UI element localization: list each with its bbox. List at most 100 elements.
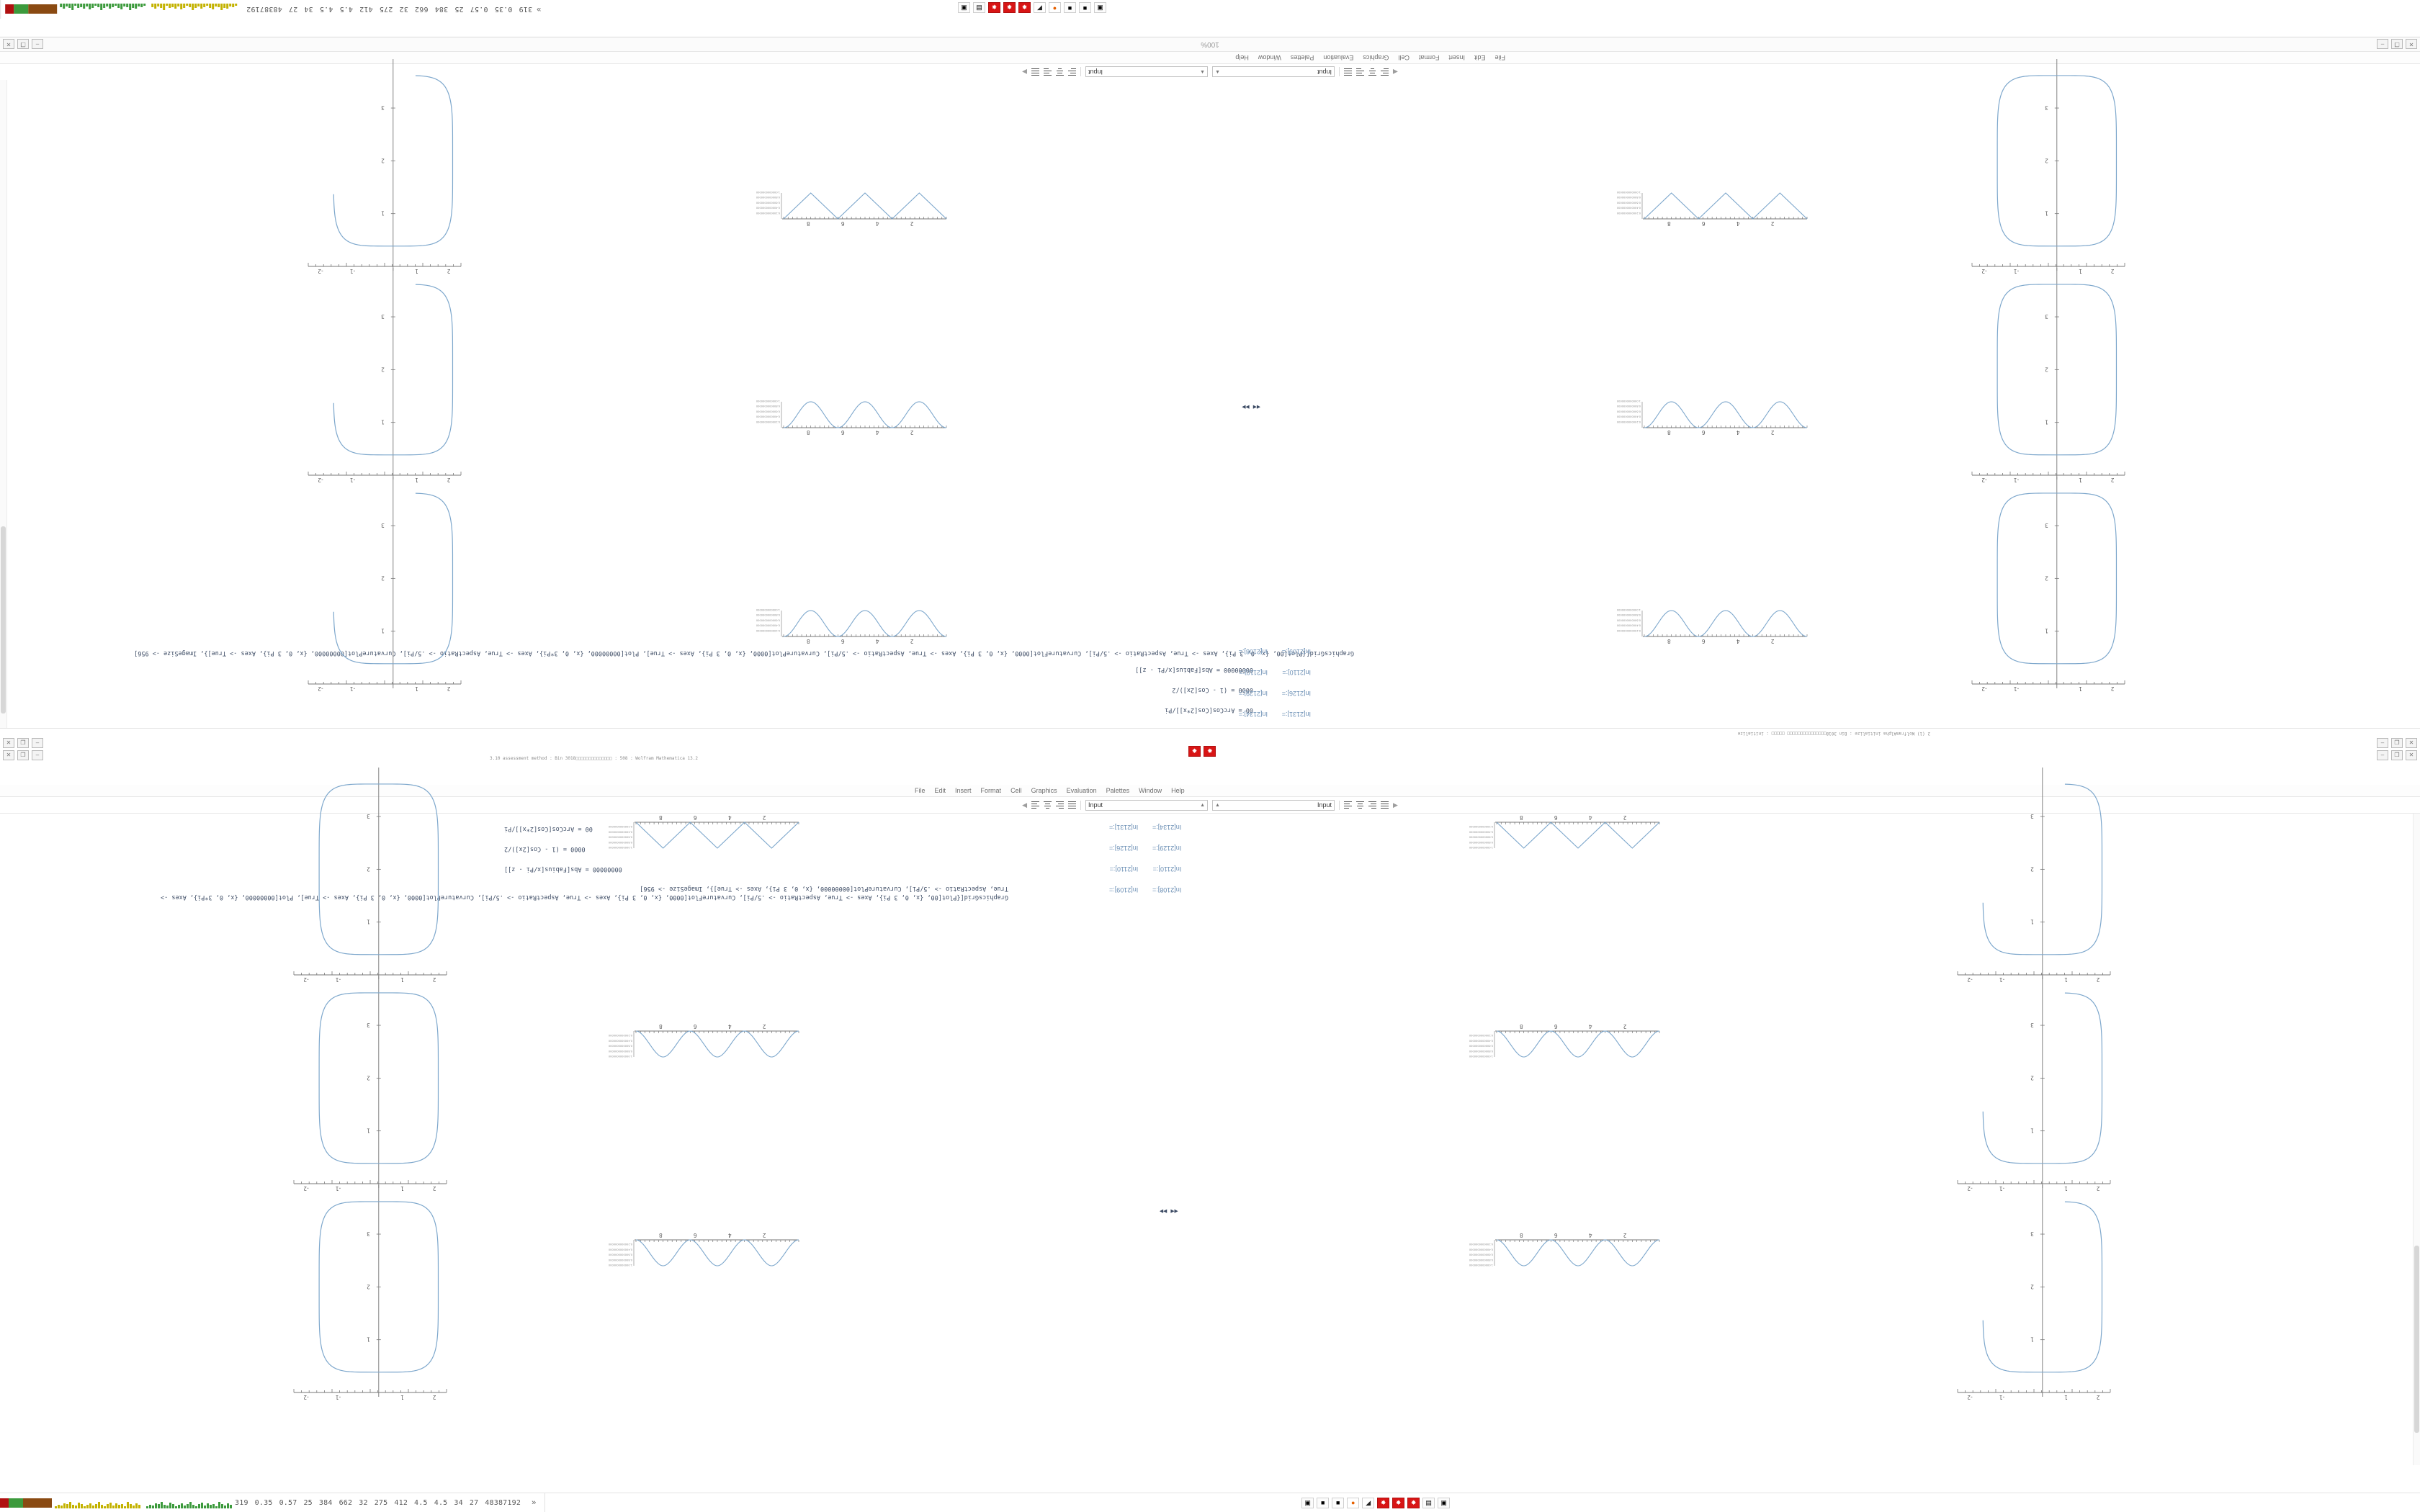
calculator-icon[interactable]: ▤ [973, 2, 985, 13]
minimize-button[interactable]: – [32, 39, 44, 50]
minimize-button[interactable]: – [2377, 750, 2388, 760]
mathematica-icon-3[interactable]: ✸ [1377, 1497, 1390, 1508]
inkscape-icon[interactable]: ◢ [1362, 1497, 1375, 1508]
prev-cell-icon[interactable]: ◀ [1022, 801, 1027, 809]
notebook-content-bottom[interactable]: 00 = ArcCos[Cos[2*x]]/Pi 0000 = (1 - Cos… [0, 768, 2420, 1465]
menu-item-window[interactable]: Window [1258, 54, 1281, 61]
cell-style-select-2[interactable]: ▲ Input [1212, 799, 1335, 811]
cell-style-select-2[interactable]: ▲ Input [1085, 66, 1208, 78]
cell-label-in-2134-b[interactable]: In[2134]:= [1152, 824, 1182, 831]
align-left-icon[interactable] [1344, 801, 1352, 809]
maximize-button[interactable]: ❐ [17, 738, 29, 748]
menu-item-palettes[interactable]: Palettes [1290, 54, 1314, 61]
cell-label-out-2109-b[interactable]: In[2109]:= [1109, 886, 1139, 894]
menu-item-window[interactable]: Window [1139, 787, 1162, 794]
align-justify-icon[interactable] [1381, 801, 1389, 809]
align-right-icon[interactable] [1044, 68, 1052, 76]
cell-code-line-3[interactable]: 00000000 = Abs[Fabius[x/Pi - z]] [1135, 665, 1253, 678]
mathematica-icon-1[interactable]: ✸ [1407, 1497, 1420, 1508]
cell-label-out-2109[interactable]: In[2109]:= [1281, 648, 1311, 655]
align-center-icon[interactable] [1356, 801, 1364, 809]
display-icon[interactable]: ▣ [1301, 1497, 1314, 1508]
close-button[interactable]: ✕ [2406, 750, 2417, 760]
menu-item-graphics[interactable]: Graphics [1031, 787, 1057, 794]
cell-label-in-2110[interactable]: In[2110]:= [1239, 669, 1268, 676]
notebook-window-top[interactable]: 00 = ArcCos[Cos[2*x]]/Pi 0000 = (1 - Cos… [0, 19, 2420, 728]
window-controls-right[interactable]: – ❐ ✕ [3, 39, 44, 50]
cell-label-out-2131[interactable]: In[2131]:= [1281, 711, 1311, 718]
cell-style-select[interactable]: Input ▲ [1212, 66, 1335, 78]
cell-style-select[interactable]: Input ▲ [1085, 799, 1208, 811]
notebook-content-top[interactable]: 00 = ArcCos[Cos[2*x]]/Pi 0000 = (1 - Cos… [0, 59, 2420, 728]
align-right-icon[interactable] [1056, 801, 1064, 809]
minimize-button[interactable]: – [32, 750, 43, 760]
align-left-icon[interactable] [1068, 68, 1076, 76]
align-left-icon[interactable] [1381, 68, 1389, 76]
minimize-button[interactable]: – [2377, 39, 2388, 50]
notebook-scrollbar-top[interactable] [0, 80, 7, 728]
desktop-taskbar-top[interactable]: ▣ ▤ ✸ ✸ ✸ ◢ ● ■ ■ ▣ [958, 2, 1106, 13]
maximize-button[interactable]: ❐ [2391, 39, 2403, 50]
align-center-icon[interactable] [1044, 801, 1052, 809]
firefox-icon[interactable]: ● [1347, 1497, 1360, 1508]
menu-item-evaluation[interactable]: Evaluation [1323, 54, 1354, 61]
menu-item-file[interactable]: File [915, 787, 926, 794]
close-button[interactable]: ✕ [3, 750, 14, 760]
mathematica-alert-icon-2[interactable]: ✸ [1204, 746, 1216, 757]
cell-label-in-2134[interactable]: In[2134]:= [1238, 711, 1268, 718]
menu-item-insert[interactable]: Insert [955, 787, 972, 794]
mathematica-alert-icon-1[interactable]: ✸ [1188, 746, 1201, 757]
close-button[interactable]: ✕ [3, 738, 14, 748]
calculator-icon[interactable]: ▤ [1422, 1497, 1435, 1508]
cell-label-in-2129[interactable]: In[2129]:= [1238, 690, 1268, 697]
minimize-button[interactable]: – [32, 738, 43, 748]
menu-item-cell[interactable]: Cell [1010, 787, 1022, 794]
cell-code-line-3-b[interactable]: 00000000 = Abs[Fabius[x/Pi - z]] [504, 864, 622, 877]
align-right-icon[interactable] [1368, 801, 1376, 809]
align-right-icon[interactable] [1356, 68, 1364, 76]
menu-item-cell[interactable]: Cell [1398, 54, 1410, 61]
archive-icon[interactable]: ■ [1317, 1497, 1330, 1508]
align-center-icon[interactable] [1368, 68, 1376, 76]
terminal-icon[interactable]: ▣ [958, 2, 970, 13]
minimize-button[interactable]: – [2377, 738, 2388, 748]
close-button[interactable]: ✕ [2406, 39, 2417, 50]
close-button[interactable]: ✕ [2406, 738, 2417, 748]
cell-label-out-2110-b[interactable]: In[2110]:= [1109, 865, 1139, 873]
notebook-window-bottom[interactable]: File Edit Insert Format Cell Graphics Evaluati… [0, 768, 2420, 1493]
notebook-menubar-bottom[interactable]: File Edit Insert Format Cell Graphics Evaluati… [0, 785, 2420, 797]
menu-item-evaluation[interactable]: Evaluation [1066, 787, 1097, 794]
system-monitor-panel[interactable]: » 319 0.35 0.57 25 384 662 32 275 412 4.5 4.5 34 27 4… [0, 0, 546, 19]
red-icon-pair[interactable]: ✸ ✸ [1188, 744, 1216, 757]
next-cell-icon[interactable]: ▶ [1022, 68, 1027, 76]
menu-item-help[interactable]: Help [1171, 787, 1185, 794]
cell-label-in-2110-b[interactable]: In[2110]:= [1152, 865, 1182, 873]
menu-item-palettes[interactable]: Palettes [1106, 787, 1130, 794]
menu-item-edit[interactable]: Edit [1474, 54, 1486, 61]
cell-label-in-2108[interactable]: In[2108]:= [1238, 648, 1268, 655]
cell-label-in-2129-b[interactable]: In[2129]:= [1152, 845, 1182, 852]
terminal-icon[interactable]: ▣ [1438, 1497, 1451, 1508]
align-left-icon[interactable] [1031, 801, 1039, 809]
menu-item-format[interactable]: Format [1418, 54, 1440, 61]
mathematica-icon-1[interactable]: ✸ [988, 2, 1000, 13]
archive-icon[interactable]: ■ [1079, 2, 1091, 13]
align-center-icon[interactable] [1056, 68, 1064, 76]
menu-item-file[interactable]: File [1494, 54, 1505, 61]
menu-item-help[interactable]: Help [1235, 54, 1249, 61]
next-cell-icon[interactable]: ▶ [1393, 801, 1398, 809]
mathematica-icon-2[interactable]: ✸ [1003, 2, 1016, 13]
system-monitor-panel-bottom[interactable]: 319 0.35 0.57 25 384 662 32 275 412 4.5 4.5 34 27 483… [0, 1493, 546, 1512]
maximize-button[interactable]: ❐ [17, 39, 30, 50]
scrollbar-thumb[interactable] [2414, 1246, 2419, 1433]
inkscape-icon[interactable]: ◢ [1034, 2, 1046, 13]
align-justify-icon[interactable] [1068, 801, 1076, 809]
cell-label-out-2110[interactable]: In[2110]:= [1282, 669, 1311, 676]
prev-cell-icon[interactable]: ◀ [1393, 68, 1398, 76]
cell-label-out-2126[interactable]: In[2126]:= [1281, 690, 1311, 697]
firefox-icon[interactable]: ● [1049, 2, 1061, 13]
maximize-button[interactable]: ❐ [2391, 738, 2403, 748]
menu-item-insert[interactable]: Insert [1448, 54, 1465, 61]
scrollbar-thumb[interactable] [1, 526, 6, 714]
cell-label-in-2108-b[interactable]: In[2108]:= [1152, 886, 1182, 894]
